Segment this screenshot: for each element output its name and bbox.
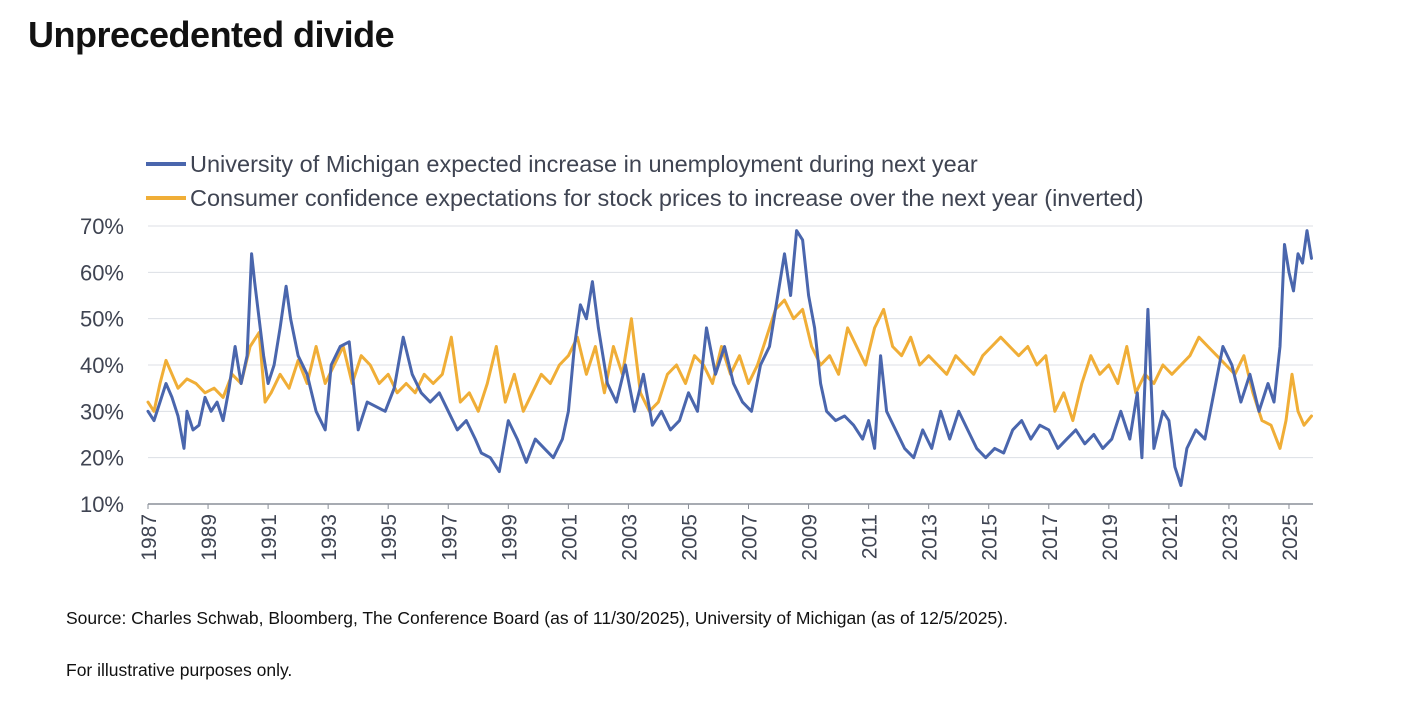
page-title: Unprecedented divide (28, 14, 395, 55)
legend: University of Michigan expected increase… (146, 151, 1144, 211)
disclaimer-note: For illustrative purposes only. (66, 660, 293, 680)
x-tick-label: 1989 (198, 514, 221, 561)
axes: 10% 20% 30% 40% 50% 60% 70% 1987 1989 1991 1993 199… (80, 214, 1302, 561)
x-tick-label: 2005 (678, 514, 701, 561)
x-tick-label: 1995 (378, 514, 401, 561)
x-tick-label: 2023 (1219, 514, 1242, 561)
x-tick-label: 2017 (1039, 514, 1062, 561)
x-tick-label: 2019 (1099, 514, 1122, 561)
series-line-unemployment-expectations (146, 229, 1313, 487)
x-tick-label: 2001 (558, 514, 581, 561)
y-tick-label: 20% (80, 446, 124, 471)
y-tick-label: 60% (80, 260, 124, 285)
x-tick-label: 2003 (618, 514, 641, 561)
x-tick-label: 2007 (739, 514, 762, 561)
x-tick-label: 1999 (498, 514, 521, 561)
legend-label: Consumer confidence expectations for sto… (190, 185, 1144, 211)
source-note: Source: Charles Schwab, Bloomberg, The C… (66, 608, 1008, 628)
series-line-stock-price-expectations (146, 298, 1313, 450)
x-tick-label: 2011 (859, 514, 882, 559)
y-tick-label: 10% (80, 492, 124, 517)
gridlines (148, 225, 1313, 505)
x-tick-label: 2025 (1279, 514, 1302, 561)
chart: 10% 20% 30% 40% 50% 60% 70% 1987 1989 1991 1993 199… (80, 151, 1313, 561)
x-tick-label: 1997 (438, 514, 461, 561)
legend-label: University of Michigan expected increase… (190, 151, 978, 177)
x-tick-label: 1987 (138, 514, 161, 561)
x-tick-label: 1993 (318, 514, 341, 561)
x-tick-label: 2009 (799, 514, 822, 561)
x-tick-label: 1991 (258, 514, 281, 561)
x-tick-label: 2015 (979, 514, 1002, 561)
series-lines (146, 229, 1313, 487)
y-tick-label: 30% (80, 399, 124, 424)
y-tick-label: 40% (80, 353, 124, 378)
x-tick-label: 2013 (919, 514, 942, 561)
y-tick-label: 70% (80, 214, 124, 239)
y-tick-label: 50% (80, 307, 124, 332)
x-tick-label: 2021 (1159, 514, 1182, 561)
